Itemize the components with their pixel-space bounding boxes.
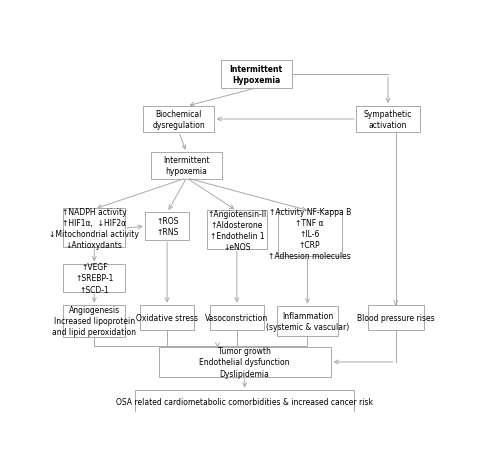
FancyBboxPatch shape: [151, 153, 222, 179]
Text: ↑Angiotensin-II
↑Aldosterone
↑Endothelin 1
↓eNOS: ↑Angiotensin-II ↑Aldosterone ↑Endothelin…: [208, 209, 266, 251]
FancyBboxPatch shape: [276, 306, 338, 336]
Text: Sympathetic
activation: Sympathetic activation: [364, 110, 412, 130]
Text: Biochemical
dysregulation: Biochemical dysregulation: [152, 110, 205, 130]
Text: ↑ROS
↑RNS: ↑ROS ↑RNS: [156, 217, 178, 237]
FancyBboxPatch shape: [220, 61, 292, 89]
FancyBboxPatch shape: [136, 390, 354, 413]
Text: ↑VEGF
↑SREBP-1
↑SCD-1: ↑VEGF ↑SREBP-1 ↑SCD-1: [75, 263, 114, 294]
FancyBboxPatch shape: [278, 211, 342, 257]
Text: Inflammation
(systemic & vascular): Inflammation (systemic & vascular): [266, 311, 349, 331]
Text: Tumor growth
Endothelial dysfunction
Dyslipidemia: Tumor growth Endothelial dysfunction Dys…: [200, 347, 290, 378]
Text: Blood pressure rises: Blood pressure rises: [357, 313, 434, 322]
Text: Intermittent
Hypoxemia: Intermittent Hypoxemia: [230, 65, 283, 85]
FancyBboxPatch shape: [64, 305, 125, 337]
Text: Intermittent
hypoxemia: Intermittent hypoxemia: [163, 156, 210, 176]
FancyBboxPatch shape: [143, 106, 214, 133]
FancyBboxPatch shape: [145, 213, 189, 241]
FancyBboxPatch shape: [158, 347, 330, 377]
FancyBboxPatch shape: [368, 305, 424, 330]
Text: ↑NADPH activity
↑HIF1α,  ↓HIF2α
↓Mitochondrial activity
↓Antioxydants: ↑NADPH activity ↑HIF1α, ↓HIF2α ↓Mitochon…: [50, 207, 139, 250]
FancyBboxPatch shape: [210, 305, 264, 330]
FancyBboxPatch shape: [207, 211, 266, 250]
FancyBboxPatch shape: [64, 264, 125, 293]
Text: Vasoconstriction: Vasoconstriction: [206, 313, 268, 322]
FancyBboxPatch shape: [64, 209, 125, 248]
FancyBboxPatch shape: [140, 305, 194, 330]
Text: Oxidative stress: Oxidative stress: [136, 313, 198, 322]
FancyBboxPatch shape: [356, 106, 420, 133]
Text: ↑Activity NF-Kappa B
↑TNF α
↑IL-6
↑CRP
↑Adhesion molecules: ↑Activity NF-Kappa B ↑TNF α ↑IL-6 ↑CRP ↑…: [268, 207, 351, 261]
Text: OSA related cardiometabolic comorbidities & increased cancer risk: OSA related cardiometabolic comorbiditie…: [116, 397, 373, 406]
Text: Angiogenesis
Increased lipoprotein
and lipid peroxidation: Angiogenesis Increased lipoprotein and l…: [52, 306, 136, 337]
